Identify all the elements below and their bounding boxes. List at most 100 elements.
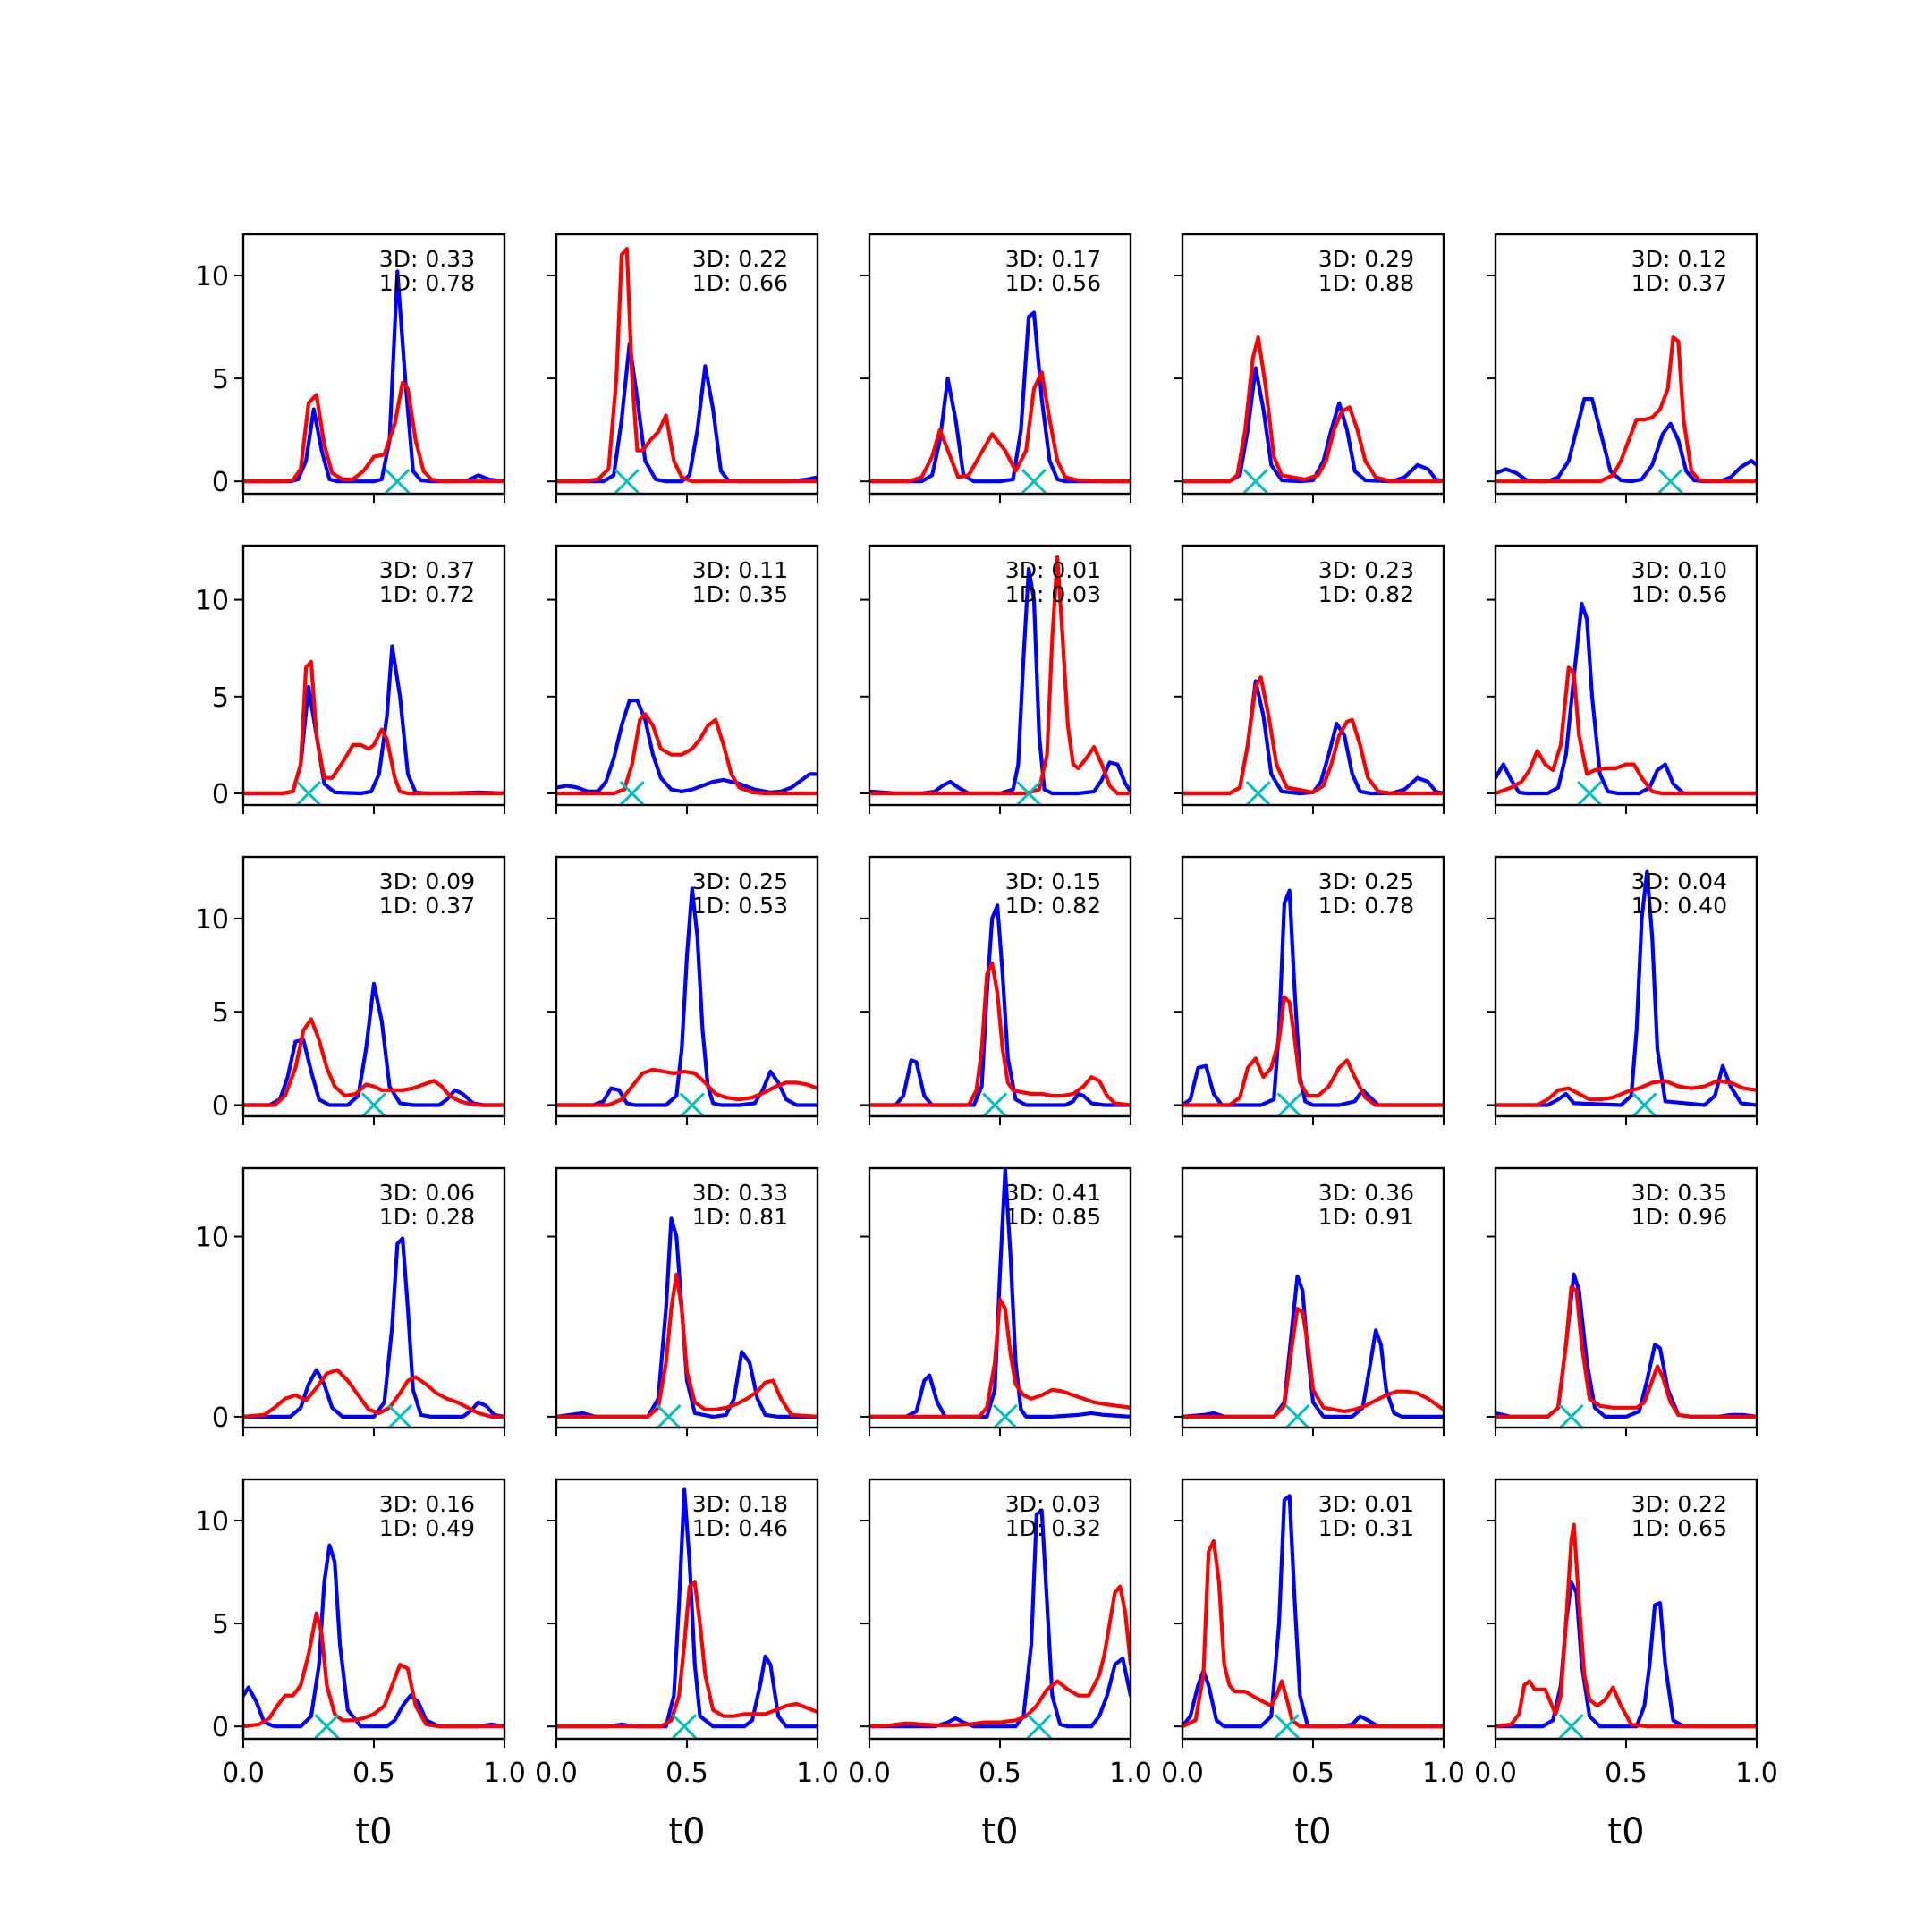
annotation-3d: 3D: 0.10 (1631, 557, 1727, 583)
x-marker (314, 1714, 340, 1740)
red-series-line (869, 370, 1131, 484)
plot-area (1182, 1494, 1444, 1729)
x-axis-label: t0 (355, 1811, 392, 1852)
annotation-1d: 1D: 0.35 (692, 581, 788, 607)
annotation-1d: 1D: 0.96 (1631, 1204, 1727, 1230)
red-series-line (243, 380, 504, 484)
plot-area (243, 1236, 504, 1419)
blue-series-line (1182, 888, 1444, 1107)
red-series-line (1496, 1079, 1757, 1107)
x-marker (1558, 1714, 1584, 1740)
plot-area (1496, 869, 1757, 1107)
annotation-1d: 1D: 0.72 (379, 581, 475, 607)
y-tick-label: 5 (212, 364, 229, 395)
plot-area (869, 903, 1131, 1107)
red-series-line (1182, 1538, 1444, 1729)
plot-area (869, 555, 1131, 796)
y-tick-label: 0 (212, 1402, 229, 1434)
blue-series-line (1496, 869, 1757, 1107)
annotation-1d: 1D: 0.81 (692, 1204, 788, 1230)
annotation-3d: 3D: 0.23 (1318, 557, 1414, 583)
annotation-1d: 1D: 0.53 (692, 893, 788, 919)
annotation-3d: 3D: 0.06 (379, 1180, 475, 1206)
x-marker-stroke (1577, 780, 1603, 807)
annotation-1d: 1D: 0.40 (1631, 893, 1727, 919)
x-marker-stroke (1274, 1714, 1300, 1740)
red-series-line (556, 1067, 818, 1107)
x-marker-stroke (295, 780, 322, 807)
x-marker (679, 1092, 705, 1118)
annotation-1d: 1D: 0.56 (1631, 581, 1727, 607)
x-marker-stroke (1558, 1403, 1584, 1429)
x-marker (1026, 1714, 1052, 1740)
x-marker (387, 1403, 413, 1429)
x-tick-label: 0.5 (352, 1758, 395, 1789)
x-tick-label: 0.5 (1292, 1758, 1335, 1789)
x-tick-label: 1.0 (1109, 1758, 1152, 1789)
annotation-3d: 3D: 0.01 (1318, 1491, 1414, 1517)
x-marker (656, 1403, 682, 1429)
red-series-line (556, 1580, 818, 1729)
y-tick-label: 10 (195, 586, 229, 617)
x-marker-stroke (679, 1092, 705, 1118)
x-marker-stroke (656, 1403, 682, 1429)
plot-area (869, 1508, 1131, 1729)
plot-area (869, 310, 1131, 484)
x-marker-stroke (1276, 1092, 1302, 1118)
x-marker (1631, 1092, 1657, 1118)
blue-series-line (243, 1543, 504, 1729)
x-marker-stroke (1242, 469, 1268, 495)
annotation-1d: 1D: 0.37 (1631, 270, 1727, 296)
annotation-3d: 3D: 0.25 (692, 869, 788, 894)
x-marker (614, 469, 640, 495)
x-marker-stroke (1657, 469, 1683, 495)
x-tick-label: 0.5 (665, 1758, 708, 1789)
x-marker-stroke (1558, 1714, 1584, 1740)
red-series-line (1496, 335, 1757, 484)
red-series-line (1496, 1284, 1757, 1419)
annotation-1d: 1D: 0.28 (379, 1204, 475, 1230)
blue-series-line (869, 310, 1131, 484)
red-series-line (1182, 335, 1444, 484)
blue-series-line (869, 1168, 1131, 1419)
plot-area (243, 981, 504, 1107)
x-marker (1558, 1403, 1584, 1429)
red-series-line (1182, 995, 1444, 1107)
x-marker (295, 780, 322, 807)
x-marker (982, 1092, 1008, 1118)
annotation-1d: 1D: 0.66 (692, 270, 788, 296)
annotation-3d: 3D: 0.12 (1631, 246, 1727, 272)
red-series-line (556, 1272, 818, 1419)
blue-series-line (556, 886, 818, 1107)
x-marker (1577, 780, 1603, 807)
x-axis-label: t0 (1607, 1811, 1644, 1852)
red-series-line (1182, 675, 1444, 796)
blue-series-line (869, 903, 1131, 1107)
red-series-line (243, 1017, 504, 1107)
x-marker (360, 1092, 387, 1118)
x-marker (1274, 1714, 1300, 1740)
y-tick-label: 5 (212, 997, 229, 1029)
annotation-3d: 3D: 0.17 (1005, 246, 1101, 272)
y-tick-label: 10 (195, 1506, 229, 1538)
x-tick-label: 0.5 (979, 1758, 1021, 1789)
plot-area (556, 1216, 818, 1419)
annotation-3d: 3D: 0.22 (1631, 1491, 1727, 1517)
annotation-3d: 3D: 0.09 (379, 869, 475, 894)
annotation-1d: 1D: 0.37 (379, 893, 475, 919)
annotation-3d: 3D: 0.22 (692, 246, 788, 272)
annotation-3d: 3D: 0.37 (379, 557, 475, 583)
x-marker-stroke (619, 780, 645, 807)
annotation-3d: 3D: 0.35 (1631, 1180, 1727, 1206)
